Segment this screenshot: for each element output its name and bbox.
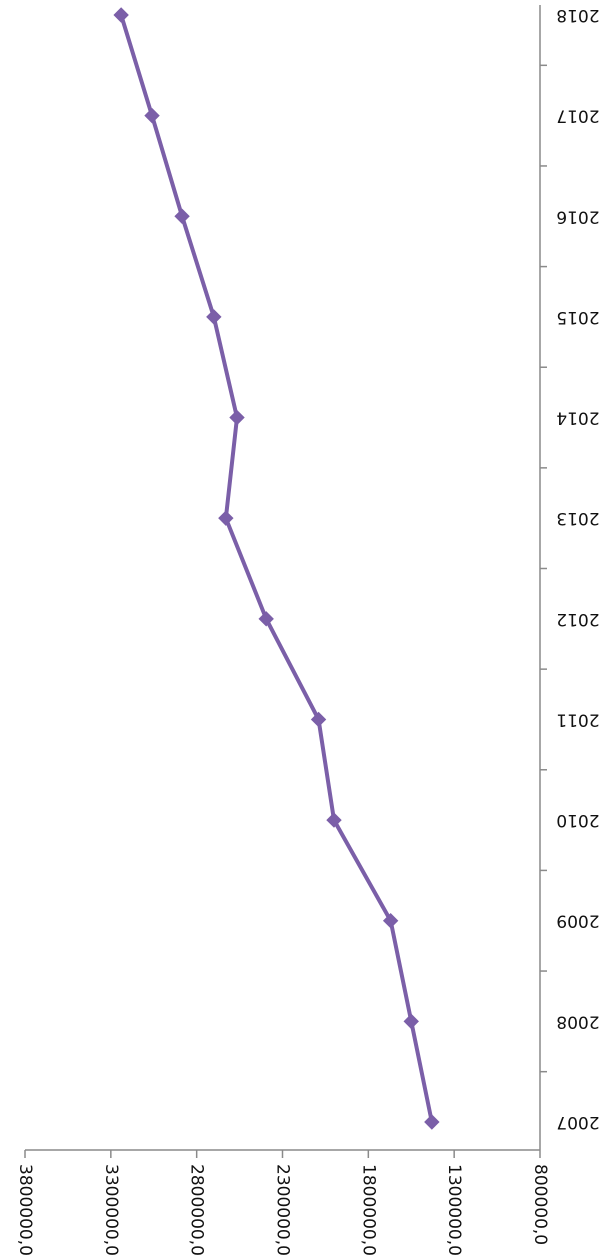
data-point-marker [258,611,274,627]
value-tick-label: 2300000,0 [273,1164,293,1255]
data-point-marker [424,1114,440,1130]
data-point-marker [403,1013,419,1030]
plot-area: 2007 2008 2009 2010 2011 2012 2013 2014 2015 2016… [15,5,600,1255]
value-tick-label: 1300000,0 [444,1164,464,1255]
value-tick-label: 2800000,0 [187,1164,207,1255]
data-point-marker [174,208,190,224]
series-line [119,13,434,1124]
data-point-marker [382,913,399,929]
category-tick-label: 2010 [556,810,599,830]
value-tick-label: 800000,0 [530,1164,550,1245]
value-tick-label: 3300000,0 [101,1164,121,1255]
value-tick-label: 3800000,0 [15,1164,35,1255]
data-point-marker [218,510,234,526]
category-tick-label: 2007 [556,1112,599,1132]
category-tick-label: 2015 [556,307,599,327]
data-point-marker [229,409,245,426]
data-point-marker [326,812,342,828]
category-tick-label: 2018 [556,5,599,25]
data-point-marker [113,7,129,23]
category-tick-label: 2017 [556,106,599,126]
category-tick-label: 2014 [556,408,599,428]
data-point-marker [206,309,222,325]
category-tick-label: 2012 [556,609,599,629]
category-tick-label: 2009 [556,911,599,931]
category-tick-label: 2008 [556,1011,599,1031]
data-point-marker [310,711,327,728]
value-tick-label: 1800000,0 [358,1164,378,1255]
category-tick-label: 2013 [556,508,599,528]
category-tick-label: 2011 [556,709,599,729]
category-tick-label: 2016 [556,206,599,226]
data-point-marker [144,107,160,124]
